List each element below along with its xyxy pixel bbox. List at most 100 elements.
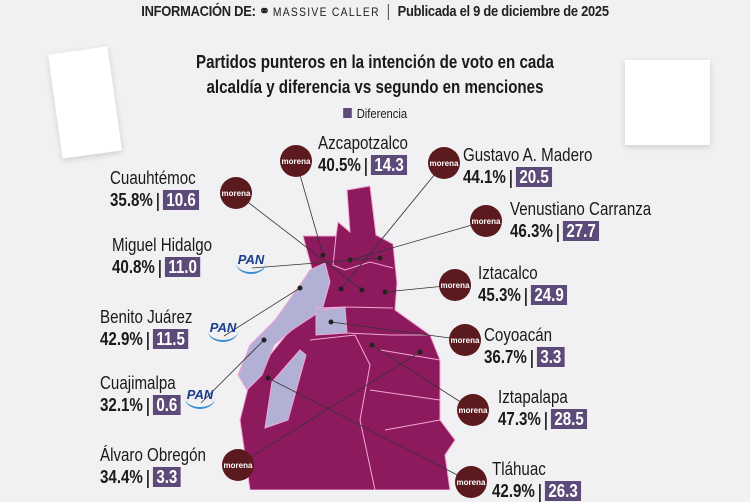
label-3: Venustiano Carranza 46.3% 27.7 [510,198,651,242]
diff-value: 20.5 [515,167,553,187]
vote-pct: 45.3% [478,285,521,305]
vote-pct: 34.4% [100,467,143,487]
region-dot [328,319,334,325]
divider [539,483,541,502]
divider [388,4,390,21]
region-dot [359,287,365,293]
divider [157,192,159,211]
label-6: Benito Juárez 42.9% 11.5 [100,306,192,350]
region-pan-strip [264,349,307,429]
vote-pct: 40.8% [112,257,155,277]
region-dot [320,252,326,258]
vote-pct: 42.9% [100,329,143,349]
leader-line [267,377,472,483]
label-5: Iztacalco 45.3% 24.9 [478,262,568,306]
diff-value: 26.3 [544,481,582,501]
leader-line [235,192,363,291]
vote-pct: 46.3% [510,221,553,241]
alcaldia-name: Álvaro Obregón [100,445,206,465]
divider [510,169,512,188]
label-9: Iztapalapa 47.3% 28.5 [498,386,588,430]
alcaldia-name: Venustiano Carranza [510,199,652,219]
label-1: Gustavo A. Madero 44.1% 20.5 [463,144,592,188]
morena-logo-icon: morena [457,394,489,426]
info-label: INFORMACIÓN DE: [141,3,256,20]
region-dot [338,286,344,292]
legend: Diferencia [53,106,698,121]
morena-logo-icon: morena [280,145,312,177]
vote-pct: 44.1% [463,167,506,187]
diff-value: 24.9 [530,285,568,305]
diff-value: 27.7 [562,221,600,241]
region-dot [382,289,388,295]
diff-value: 11.0 [164,257,201,277]
leader-line [371,344,474,411]
leader-line [340,162,445,290]
morena-logo-icon: morena [449,324,481,356]
label-11: Tláhuac 42.9% 26.3 [492,458,582,502]
leader-line [251,257,381,269]
vote-pct: 35.8% [110,190,153,210]
alcaldia-name: Cuauhtémoc [110,168,196,188]
leader-line [295,160,324,256]
divider [531,349,533,368]
diff-value: 3.3 [152,467,181,487]
alcaldia-name: Azcapotzalco [318,133,408,153]
chart-title: Partidos punteros en la intención de vot… [196,52,554,97]
leader-line [237,351,421,466]
morena-logo-icon: morena [222,449,254,481]
morena-logo-icon: morena [470,205,502,237]
leader-line [349,220,487,261]
divider [147,397,149,416]
cdmx-map [200,160,487,490]
region-dot [417,349,423,355]
legend-label: Diferencia [356,106,408,121]
diff-value: 0.6 [152,395,181,415]
diff-value: 3.3 [536,347,565,367]
diff-value: 11.5 [152,329,189,349]
divider [147,331,149,350]
diff-value: 10.6 [162,190,200,210]
divider [147,469,149,488]
label-7: Coyoacán 36.7% 3.3 [484,324,565,368]
label-2: Cuauhtémoc 35.8% 10.6 [110,167,200,211]
divider [159,259,161,278]
vote-pct: 32.1% [100,395,143,415]
label-8: Cuajimalpa 32.1% 0.6 [100,372,181,416]
vote-pct: 42.9% [492,481,535,501]
alcaldia-name: Benito Juárez [100,307,193,327]
alcaldia-name: Miguel Hidalgo [112,235,213,255]
label-4: Miguel Hidalgo 40.8% 11.0 [112,234,212,278]
alcaldia-name: Gustavo A. Madero [463,145,593,165]
morena-logo-icon: morena [439,269,471,301]
region-dot [261,337,267,343]
vote-pct: 47.3% [498,409,541,429]
region-dot [265,375,271,381]
alcaldia-name: Cuajimalpa [100,373,176,393]
vote-pct: 40.5% [318,155,361,175]
published-date: Publicada el 9 de diciembre de 2025 [397,3,609,20]
morena-logo-icon: morena [220,177,252,209]
leader-line [330,321,466,341]
alcaldia-name: Iztapalapa [498,387,568,407]
region-dot [377,255,383,261]
alcaldia-name: Iztacalco [478,263,538,283]
divider [525,287,527,306]
ballot-box-right [625,60,710,145]
pan-logo-icon: PAN [185,387,215,409]
alcaldia-name: Coyoacán [484,325,553,345]
diff-value: 28.5 [550,409,588,429]
divider [557,223,559,242]
region-dot [369,342,375,348]
label-0: Azcapotzalco 40.5% 14.3 [318,132,408,176]
region-miguel-hidalgo-cuajimalpa [237,262,331,391]
diff-value: 14.3 [370,155,408,175]
header: INFORMACIÓN DE: ⚭ MASSIVE CALLER Publica… [53,2,698,21]
morena-logo-icon: morena [455,466,487,498]
morena-logo-icon: morena [428,147,460,179]
pan-logo-icon: PAN [236,252,266,274]
pan-logo-icon: PAN [208,320,238,342]
label-10: Álvaro Obregón 34.4% 3.3 [100,444,206,488]
divider [365,157,367,176]
massive-caller-logo: ⚭ MASSIVE CALLER [258,3,380,20]
